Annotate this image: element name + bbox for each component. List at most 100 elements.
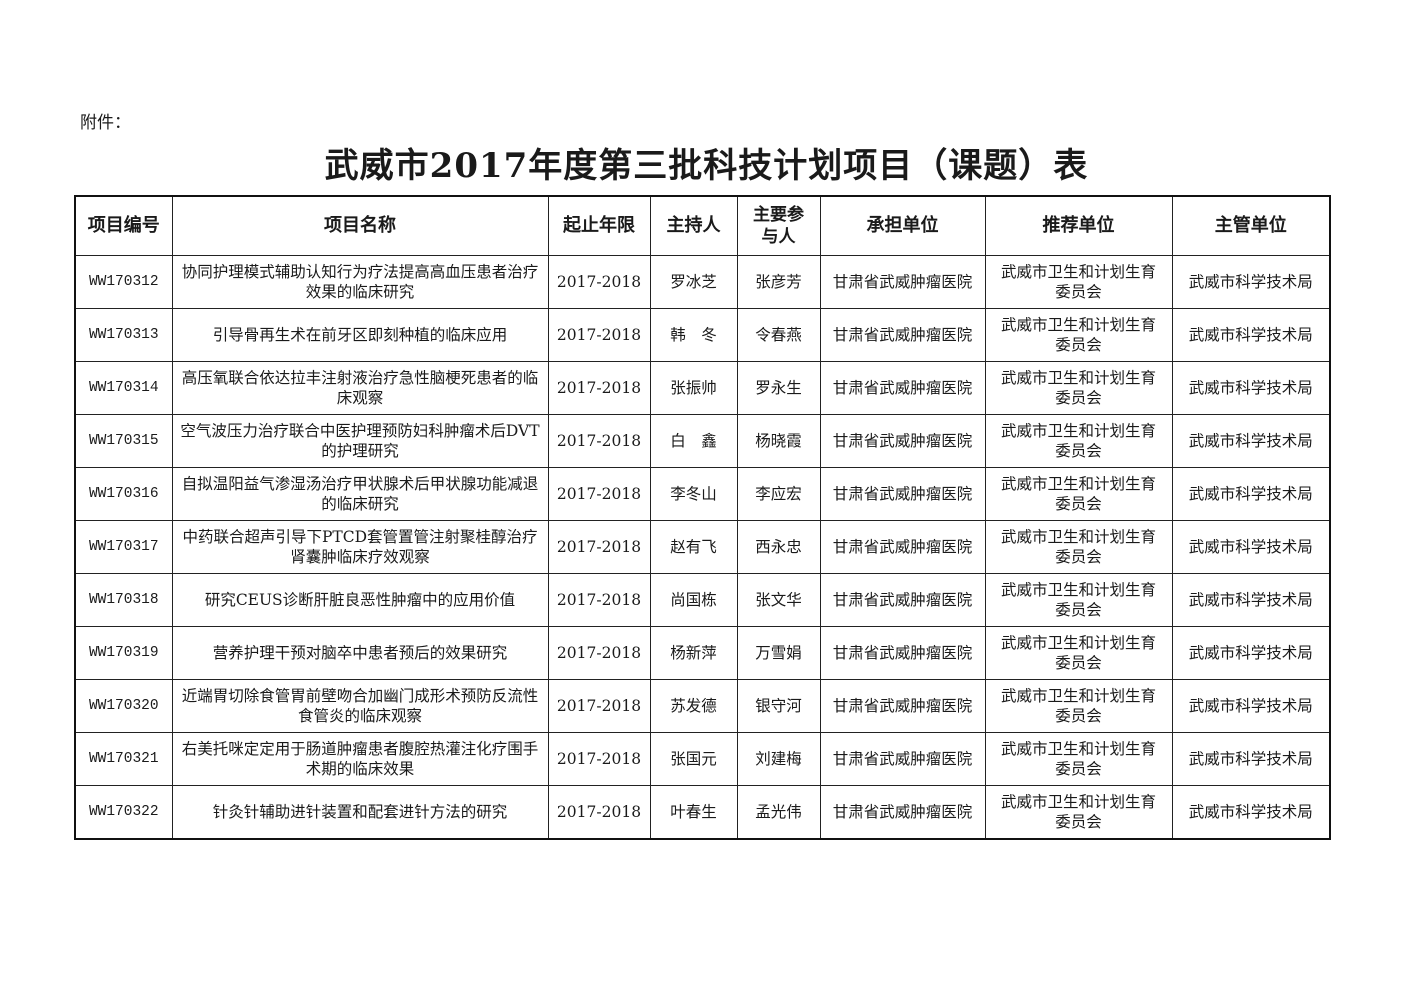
cell-supervisor: 武威市科学技术局 — [1171, 255, 1331, 309]
cell-period: 2017-2018 — [547, 361, 651, 415]
cell-project-name: 高压氧联合依达拉丰注射液治疗急性脑梗死患者的临床观察 — [171, 361, 549, 415]
cell-recommender: 武威市卫生和计划生育委员会 — [984, 308, 1173, 362]
cell-lead: 张振帅 — [649, 361, 738, 415]
cell-lead: 张国元 — [649, 732, 738, 786]
cell-supervisor: 武威市科学技术局 — [1171, 732, 1331, 786]
table-row: WW170312 协同护理模式辅助认知行为疗法提高高血压患者治疗效果的临床研究 20… — [74, 255, 1331, 309]
cell-supervisor: 武威市科学技术局 — [1171, 414, 1331, 468]
cell-undertaker: 甘肃省武威肿瘤医院 — [819, 467, 986, 521]
cell-supervisor: 武威市科学技术局 — [1171, 679, 1331, 733]
cell-undertaker: 甘肃省武威肿瘤医院 — [819, 255, 986, 309]
cell-recommender: 武威市卫生和计划生育委员会 — [984, 414, 1173, 468]
cell-participant: 银守河 — [736, 679, 821, 733]
cell-undertaker: 甘肃省武威肿瘤医院 — [819, 414, 986, 468]
cell-lead: 罗冰芝 — [649, 255, 738, 309]
cell-lead: 白 鑫 — [649, 414, 738, 468]
cell-recommender: 武威市卫生和计划生育委员会 — [984, 573, 1173, 627]
cell-recommender: 武威市卫生和计划生育委员会 — [984, 520, 1173, 574]
cell-period: 2017-2018 — [547, 573, 651, 627]
cell-period: 2017-2018 — [547, 255, 651, 309]
cell-recommender: 武威市卫生和计划生育委员会 — [984, 467, 1173, 521]
header-supervisor: 主管单位 — [1171, 195, 1331, 256]
cell-project-code: WW170321 — [74, 732, 173, 786]
cell-lead: 叶春生 — [649, 785, 738, 840]
table-header-row: 项目编号 项目名称 起止年限 主持人 主要参与人 承担单位 推荐单位 主管单位 — [74, 195, 1331, 256]
cell-participant: 张文华 — [736, 573, 821, 627]
table-row: WW170316 自拟温阳益气渗湿汤治疗甲状腺术后甲状腺功能减退的临床研究 2017… — [74, 467, 1331, 521]
cell-undertaker: 甘肃省武威肿瘤医院 — [819, 626, 986, 680]
cell-undertaker: 甘肃省武威肿瘤医院 — [819, 520, 986, 574]
cell-project-name: 研究CEUS诊断肝脏良恶性肿瘤中的应用价值 — [171, 573, 549, 627]
table-row: WW170318 研究CEUS诊断肝脏良恶性肿瘤中的应用价值 2017-2018 尚国… — [74, 573, 1331, 627]
header-project-code: 项目编号 — [74, 195, 173, 256]
cell-project-name: 近端胃切除食管胃前壁吻合加幽门成形术预防反流性食管炎的临床观察 — [171, 679, 549, 733]
cell-project-code: WW170322 — [74, 785, 173, 840]
header-lead: 主持人 — [649, 195, 738, 256]
cell-participant: 孟光伟 — [736, 785, 821, 840]
cell-period: 2017-2018 — [547, 626, 651, 680]
cell-supervisor: 武威市科学技术局 — [1171, 785, 1331, 840]
table-row: WW170319 营养护理干预对脑卒中患者预后的效果研究 2017-2018 杨新萍万… — [74, 626, 1331, 680]
cell-period: 2017-2018 — [547, 467, 651, 521]
header-undertaker: 承担单位 — [819, 195, 986, 256]
cell-undertaker: 甘肃省武威肿瘤医院 — [819, 308, 986, 362]
table-row: WW170321 右美托咪定定用于肠道肿瘤患者腹腔热灌注化疗围手术期的临床效果 20… — [74, 732, 1331, 786]
cell-participant: 万雪娟 — [736, 626, 821, 680]
cell-project-code: WW170318 — [74, 573, 173, 627]
cell-period: 2017-2018 — [547, 308, 651, 362]
cell-period: 2017-2018 — [547, 520, 651, 574]
project-table: 项目编号 项目名称 起止年限 主持人 主要参与人 承担单位 推荐单位 主管单位 … — [74, 195, 1331, 840]
cell-project-code: WW170315 — [74, 414, 173, 468]
cell-project-code: WW170316 — [74, 467, 173, 521]
cell-lead: 赵有飞 — [649, 520, 738, 574]
cell-project-name: 协同护理模式辅助认知行为疗法提高高血压患者治疗效果的临床研究 — [171, 255, 549, 309]
cell-participant: 西永忠 — [736, 520, 821, 574]
cell-undertaker: 甘肃省武威肿瘤医院 — [819, 573, 986, 627]
cell-period: 2017-2018 — [547, 414, 651, 468]
document-title: 武威市2017年度第三批科技计划项目（课题）表 — [324, 146, 1089, 186]
cell-project-code: WW170314 — [74, 361, 173, 415]
cell-lead: 李冬山 — [649, 467, 738, 521]
cell-period: 2017-2018 — [547, 732, 651, 786]
table-row: WW170315 空气波压力治疗联合中医护理预防妇科肿瘤术后DVT的护理研究 201… — [74, 414, 1331, 468]
cell-project-name: 自拟温阳益气渗湿汤治疗甲状腺术后甲状腺功能减退的临床研究 — [171, 467, 549, 521]
cell-recommender: 武威市卫生和计划生育委员会 — [984, 361, 1173, 415]
cell-project-name: 中药联合超声引导下PTCD套管置管注射聚桂醇治疗肾囊肿临床疗效观察 — [171, 520, 549, 574]
cell-lead: 尚国栋 — [649, 573, 738, 627]
cell-recommender: 武威市卫生和计划生育委员会 — [984, 679, 1173, 733]
cell-project-code: WW170320 — [74, 679, 173, 733]
cell-supervisor: 武威市科学技术局 — [1171, 520, 1331, 574]
cell-project-name: 营养护理干预对脑卒中患者预后的效果研究 — [171, 626, 549, 680]
cell-undertaker: 甘肃省武威肿瘤医院 — [819, 679, 986, 733]
cell-participant: 杨晓霞 — [736, 414, 821, 468]
cell-period: 2017-2018 — [547, 785, 651, 840]
cell-undertaker: 甘肃省武威肿瘤医院 — [819, 785, 986, 840]
cell-project-name: 右美托咪定定用于肠道肿瘤患者腹腔热灌注化疗围手术期的临床效果 — [171, 732, 549, 786]
cell-participant: 令春燕 — [736, 308, 821, 362]
cell-supervisor: 武威市科学技术局 — [1171, 467, 1331, 521]
cell-supervisor: 武威市科学技术局 — [1171, 361, 1331, 415]
cell-undertaker: 甘肃省武威肿瘤医院 — [819, 361, 986, 415]
table-row: WW170320 近端胃切除食管胃前壁吻合加幽门成形术预防反流性食管炎的临床观察 2… — [74, 679, 1331, 733]
cell-period: 2017-2018 — [547, 679, 651, 733]
cell-project-code: WW170312 — [74, 255, 173, 309]
table-row: WW170317 中药联合超声引导下PTCD套管置管注射聚桂醇治疗肾囊肿临床疗效观… — [74, 520, 1331, 574]
cell-lead: 杨新萍 — [649, 626, 738, 680]
cell-project-name: 针灸针辅助进针装置和配套进针方法的研究 — [171, 785, 549, 840]
header-recommender: 推荐单位 — [984, 195, 1173, 256]
cell-supervisor: 武威市科学技术局 — [1171, 626, 1331, 680]
cell-participant: 张彦芳 — [736, 255, 821, 309]
cell-recommender: 武威市卫生和计划生育委员会 — [984, 255, 1173, 309]
cell-participant: 李应宏 — [736, 467, 821, 521]
table-row: WW170313 引导骨再生术在前牙区即刻种植的临床应用 2017-2018 韩 冬令… — [74, 308, 1331, 362]
cell-project-name: 空气波压力治疗联合中医护理预防妇科肿瘤术后DVT的护理研究 — [171, 414, 549, 468]
cell-project-name: 引导骨再生术在前牙区即刻种植的临床应用 — [171, 308, 549, 362]
cell-participant: 刘建梅 — [736, 732, 821, 786]
cell-project-code: WW170319 — [74, 626, 173, 680]
header-participant: 主要参与人 — [736, 195, 821, 256]
table-row: WW170314 高压氧联合依达拉丰注射液治疗急性脑梗死患者的临床观察 2017-2… — [74, 361, 1331, 415]
header-period: 起止年限 — [547, 195, 651, 256]
attachment-label: 附件： — [80, 113, 131, 133]
cell-undertaker: 甘肃省武威肿瘤医院 — [819, 732, 986, 786]
cell-recommender: 武威市卫生和计划生育委员会 — [984, 626, 1173, 680]
